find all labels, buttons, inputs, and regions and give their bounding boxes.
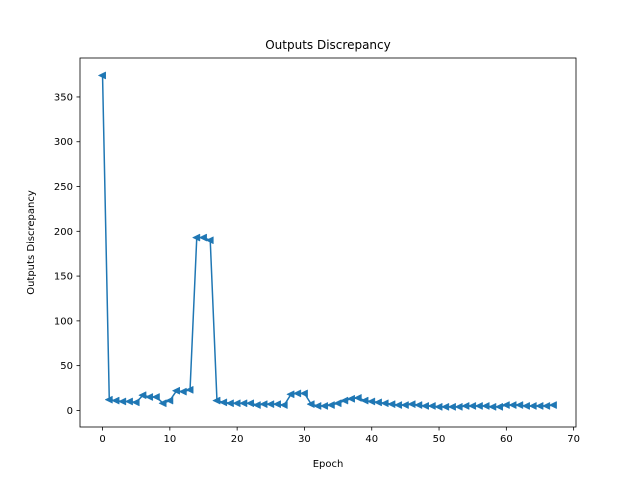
y-tick-label: 0 — [67, 406, 73, 417]
data-point-marker — [171, 386, 180, 395]
data-point-marker — [212, 396, 221, 405]
data-point-marker — [380, 399, 389, 408]
data-point-marker — [407, 400, 416, 409]
data-point-marker — [414, 401, 423, 410]
y-tick-label: 350 — [54, 92, 73, 103]
data-point-marker — [353, 393, 362, 402]
data-point-marker — [198, 233, 207, 242]
data-point-marker — [515, 401, 524, 410]
data-point-marker — [104, 395, 113, 404]
x-axis: 0 10 20 30 40 50 60 70 — [99, 427, 580, 445]
x-tick-label: 20 — [231, 434, 244, 445]
y-axis: 0 50 100 150 200 250 300 350 — [54, 92, 80, 417]
chart-title: Outputs Discrepancy — [265, 38, 391, 52]
data-point-marker — [366, 397, 376, 406]
data-point-marker — [400, 401, 409, 410]
data-point-marker — [494, 402, 504, 411]
x-tick-label: 40 — [365, 434, 378, 445]
x-tick-label: 10 — [163, 434, 176, 445]
data-point-marker — [111, 396, 120, 405]
data-point-marker — [286, 390, 295, 399]
y-tick-label: 100 — [54, 316, 73, 327]
data-point-marker — [360, 396, 369, 405]
data-point-marker — [387, 400, 396, 409]
data-point-marker — [306, 400, 315, 409]
data-point-marker — [548, 401, 557, 410]
data-point-marker — [319, 401, 329, 410]
y-tick-label: 200 — [54, 227, 73, 238]
y-axis-label: Outputs Discrepancy — [26, 190, 37, 295]
data-point-marker — [185, 385, 194, 394]
data-point-marker — [124, 397, 133, 406]
series-layer — [97, 71, 557, 411]
data-point-marker — [151, 393, 160, 401]
data-point-marker — [138, 391, 147, 400]
data-point-marker — [165, 396, 174, 405]
data-point-marker — [279, 401, 288, 410]
data-point-marker — [218, 398, 228, 407]
data-point-marker — [178, 387, 187, 396]
data-point-marker — [272, 400, 281, 409]
data-point-marker — [427, 401, 436, 410]
data-point-marker — [131, 398, 140, 407]
x-tick-label: 30 — [298, 434, 311, 445]
data-point-marker — [245, 399, 255, 408]
data-point-marker — [205, 236, 214, 245]
data-point-marker — [252, 401, 261, 410]
data-point-marker — [333, 399, 342, 408]
data-point-marker — [373, 398, 382, 407]
data-point-marker — [346, 394, 355, 403]
data-point-marker — [454, 402, 463, 411]
y-tick-label: 250 — [54, 182, 73, 193]
x-tick-label: 0 — [99, 434, 105, 445]
x-tick-label: 70 — [567, 434, 580, 445]
x-tick-label: 60 — [500, 434, 513, 445]
data-point-marker — [326, 401, 335, 410]
data-point-marker — [340, 396, 349, 405]
plot-frame — [79, 57, 577, 428]
plot-area — [79, 57, 577, 428]
data-point-marker — [299, 389, 308, 398]
data-point-marker — [541, 401, 551, 410]
y-tick-label: 300 — [54, 137, 73, 148]
y-tick-label: 150 — [54, 272, 73, 283]
data-point-marker — [97, 71, 106, 80]
y-tick-label: 50 — [60, 361, 73, 372]
x-axis-label: Epoch — [313, 459, 344, 470]
data-point-marker — [158, 399, 167, 408]
x-tick-label: 50 — [433, 434, 446, 445]
data-point-marker — [481, 401, 490, 410]
